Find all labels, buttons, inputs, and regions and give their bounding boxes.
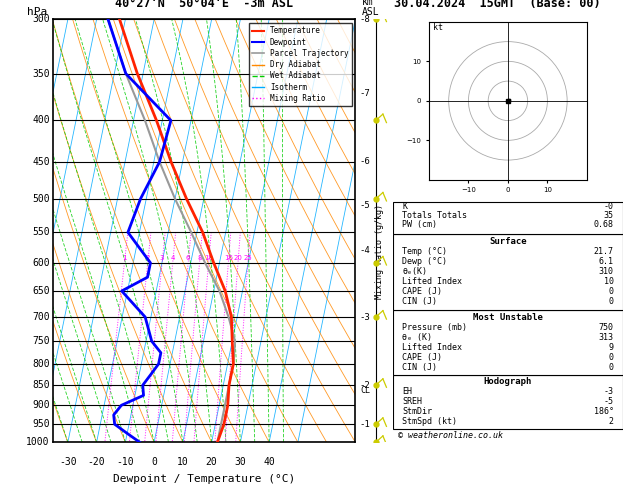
Text: 6.1: 6.1 — [599, 257, 613, 266]
Text: CL: CL — [360, 386, 370, 396]
Text: 0: 0 — [608, 363, 613, 372]
Text: CIN (J): CIN (J) — [403, 363, 437, 372]
Text: Hodograph: Hodograph — [484, 378, 532, 386]
Text: hPa: hPa — [27, 7, 47, 17]
Text: km
ASL: km ASL — [362, 0, 379, 17]
Text: 900: 900 — [32, 400, 50, 410]
Text: 20: 20 — [233, 255, 242, 261]
Text: 750: 750 — [599, 323, 613, 331]
Text: K: K — [403, 202, 408, 211]
Bar — [393, 375, 623, 429]
Text: 0: 0 — [608, 352, 613, 362]
Text: -3: -3 — [604, 387, 613, 397]
Text: 35: 35 — [604, 211, 613, 220]
Text: -2: -2 — [360, 381, 370, 390]
Text: CIN (J): CIN (J) — [403, 297, 437, 307]
Text: 186°: 186° — [594, 407, 613, 416]
Text: 300: 300 — [32, 15, 50, 24]
Text: 450: 450 — [32, 157, 50, 167]
Text: Lifted Index: Lifted Index — [403, 278, 462, 286]
Text: 25: 25 — [243, 255, 252, 261]
Text: 30: 30 — [235, 457, 246, 467]
Bar — [393, 234, 623, 310]
Text: θₑ (K): θₑ (K) — [403, 332, 432, 342]
Text: 10: 10 — [177, 457, 189, 467]
Text: 2: 2 — [608, 417, 613, 426]
Text: 750: 750 — [32, 336, 50, 346]
Bar — [393, 202, 623, 234]
Text: Most Unstable: Most Unstable — [473, 312, 543, 322]
Text: Surface: Surface — [489, 237, 526, 246]
Text: 600: 600 — [32, 258, 50, 268]
Text: -4: -4 — [360, 246, 370, 256]
Text: Pressure (mb): Pressure (mb) — [403, 323, 467, 331]
Text: 40°27'N  50°04'E  -3m ASL: 40°27'N 50°04'E -3m ASL — [115, 0, 294, 10]
Text: PW (cm): PW (cm) — [403, 221, 437, 229]
Text: -10: -10 — [116, 457, 134, 467]
Bar — [393, 310, 623, 375]
Text: 1000: 1000 — [26, 437, 50, 447]
Text: 9: 9 — [608, 343, 613, 351]
Text: 40: 40 — [264, 457, 275, 467]
Text: -1: -1 — [360, 420, 370, 429]
Text: Dewp (°C): Dewp (°C) — [403, 257, 447, 266]
Text: 30.04.2024  15GMT  (Base: 00): 30.04.2024 15GMT (Base: 00) — [394, 0, 600, 10]
Text: 950: 950 — [32, 419, 50, 429]
Text: 16: 16 — [224, 255, 233, 261]
Text: 1: 1 — [122, 255, 126, 261]
Text: 4: 4 — [170, 255, 175, 261]
Text: Totals Totals: Totals Totals — [403, 211, 467, 220]
Text: -5: -5 — [604, 397, 613, 406]
Text: 500: 500 — [32, 194, 50, 204]
Text: -6: -6 — [360, 157, 370, 166]
Text: kt: kt — [433, 23, 443, 32]
Text: StmDir: StmDir — [403, 407, 432, 416]
Text: 0: 0 — [608, 297, 613, 307]
Text: -3: -3 — [360, 312, 370, 322]
Text: 700: 700 — [32, 312, 50, 322]
Text: -5: -5 — [360, 201, 370, 210]
Text: CAPE (J): CAPE (J) — [403, 287, 442, 296]
Text: 400: 400 — [32, 116, 50, 125]
Text: EH: EH — [403, 387, 412, 397]
Text: © weatheronline.co.uk: © weatheronline.co.uk — [398, 431, 503, 440]
Text: 2: 2 — [145, 255, 150, 261]
Legend: Temperature, Dewpoint, Parcel Trajectory, Dry Adiabat, Wet Adiabat, Isotherm, Mi: Temperature, Dewpoint, Parcel Trajectory… — [249, 23, 352, 106]
Text: 0: 0 — [608, 287, 613, 296]
Text: 0.68: 0.68 — [594, 221, 613, 229]
Text: -7: -7 — [360, 88, 370, 98]
Text: Lifted Index: Lifted Index — [403, 343, 462, 351]
Text: StmSpd (kt): StmSpd (kt) — [403, 417, 457, 426]
Text: -0: -0 — [604, 202, 613, 211]
Text: 8: 8 — [198, 255, 202, 261]
Text: 0: 0 — [151, 457, 157, 467]
Text: CAPE (J): CAPE (J) — [403, 352, 442, 362]
Text: 3: 3 — [160, 255, 164, 261]
Text: SREH: SREH — [403, 397, 422, 406]
Text: 310: 310 — [599, 267, 613, 276]
Text: -20: -20 — [88, 457, 106, 467]
Text: Mixing Ratio (g/kg): Mixing Ratio (g/kg) — [375, 205, 384, 299]
Text: 350: 350 — [32, 69, 50, 79]
Text: θₑ(K): θₑ(K) — [403, 267, 427, 276]
Text: 10: 10 — [204, 255, 213, 261]
Text: Temp (°C): Temp (°C) — [403, 247, 447, 256]
Text: 550: 550 — [32, 227, 50, 237]
Text: -8: -8 — [360, 15, 370, 24]
Text: 313: 313 — [599, 332, 613, 342]
Text: 800: 800 — [32, 359, 50, 369]
Text: -30: -30 — [59, 457, 77, 467]
Text: 10: 10 — [604, 278, 613, 286]
Text: 20: 20 — [206, 457, 218, 467]
Text: Dewpoint / Temperature (°C): Dewpoint / Temperature (°C) — [113, 474, 296, 484]
Text: 850: 850 — [32, 380, 50, 390]
Text: 6: 6 — [186, 255, 191, 261]
Text: 21.7: 21.7 — [594, 247, 613, 256]
Text: 650: 650 — [32, 286, 50, 296]
